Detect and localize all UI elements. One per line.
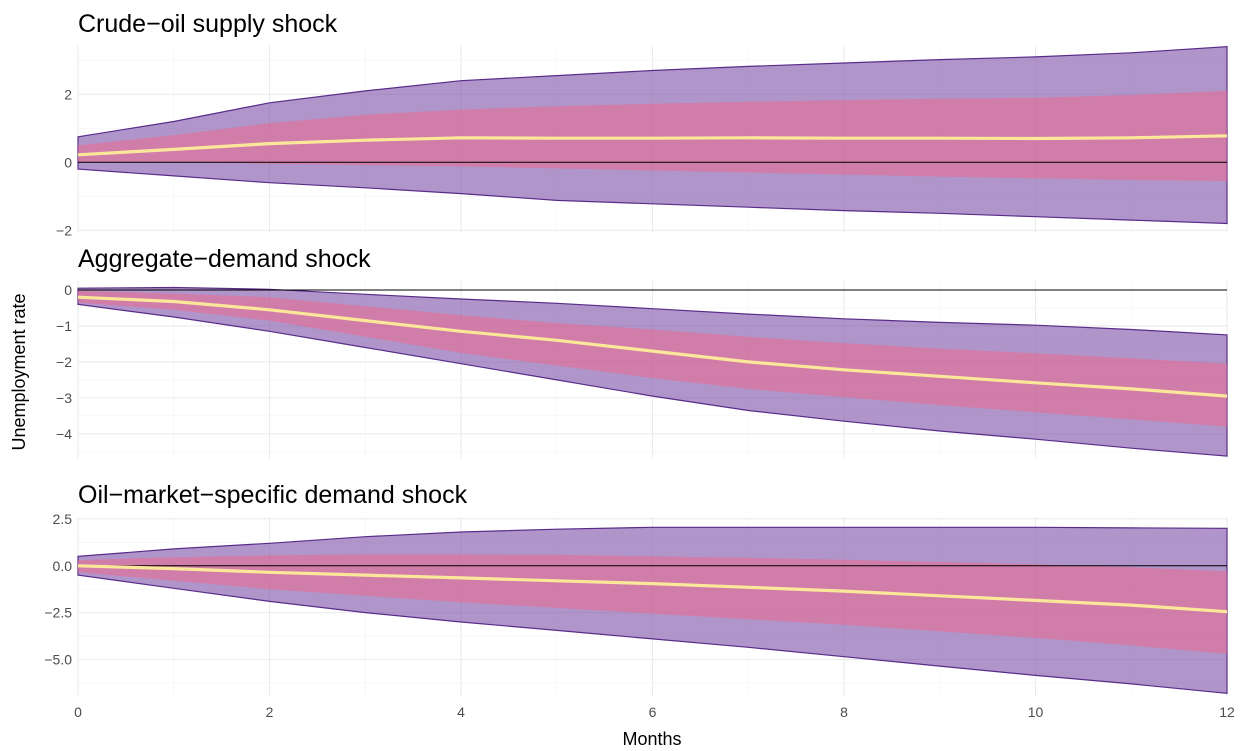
median-response-line [77, 564, 1228, 614]
panels: Crude−oil supply shock −2 0 2 Aggregate−dema… [44, 10, 1228, 697]
y-tick-label: −2 [56, 354, 72, 370]
y-tick-label: 2 [64, 86, 72, 102]
y-tick-label: 0 [64, 154, 72, 170]
x-axis-title: Months [622, 729, 681, 749]
inner-confidence-band [78, 290, 1227, 427]
panel-title: Oil−market−specific demand shock [78, 481, 468, 509]
panel-3: Oil−market−specific demand shock −5.0 −2.5… [44, 481, 1228, 697]
x-tick-label: 12 [1219, 704, 1235, 720]
y-tick-label: 2.5 [53, 511, 73, 527]
panel-title: Crude−oil supply shock [78, 10, 338, 38]
y-tick-label: −3 [56, 390, 72, 406]
median-response-line [77, 295, 1228, 398]
panel-title: Aggregate−demand shock [78, 245, 371, 273]
y-axis-title: Unemployment rate [9, 293, 29, 450]
y-tick-label: −4 [56, 426, 72, 442]
y-tick-label: −2 [56, 222, 72, 238]
x-tick-label: 2 [266, 704, 274, 720]
panel-1: Crude−oil supply shock −2 0 2 [56, 10, 1228, 238]
panel-2: Aggregate−demand shock −4 −3 −2 −1 0 [56, 245, 1228, 459]
inner-confidence-band [78, 90, 1227, 181]
y-tick-label: −1 [56, 318, 72, 334]
y-tick-label: 0.0 [53, 558, 73, 574]
x-tick-label: 4 [457, 704, 465, 720]
y-tick-label: 0 [64, 282, 72, 298]
x-tick-label: 8 [840, 704, 848, 720]
inner-confidence-band [78, 554, 1227, 654]
median-response-line [77, 134, 1228, 157]
x-axis: 0 2 4 6 8 10 12 [74, 704, 1235, 720]
y-tick-label: −2.5 [44, 605, 72, 621]
x-tick-label: 6 [649, 704, 657, 720]
x-tick-label: 0 [74, 704, 82, 720]
x-tick-label: 10 [1028, 704, 1044, 720]
y-tick-label: −5.0 [44, 652, 72, 668]
